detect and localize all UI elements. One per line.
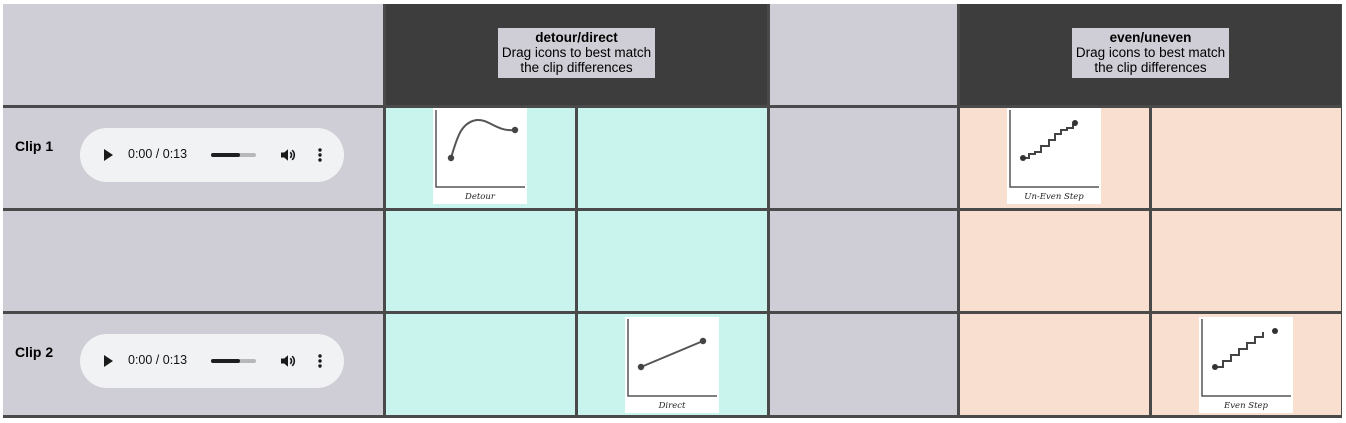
drop-zone-even-clip2-b[interactable]: Even Step: [1152, 314, 1341, 415]
more-options-icon[interactable]: [312, 352, 328, 370]
direct-icon-card[interactable]: Direct: [625, 317, 719, 413]
clip-1-label: Clip 1: [15, 138, 54, 154]
drop-zone-uneven-clip2-a[interactable]: [960, 314, 1149, 415]
header-title: even/uneven: [1109, 29, 1192, 45]
detour-caption: Detour: [465, 192, 495, 202]
clip-matching-grid: detour/direct Drag icons to best match t…: [3, 4, 1342, 418]
uneven-step-icon-card[interactable]: Un-Even Step: [1007, 108, 1101, 204]
uneven-step-caption: Un-Even Step: [1024, 192, 1084, 202]
drop-zone-detour-clip2-a[interactable]: [386, 314, 575, 415]
clip-2-time: 0:00 / 0:13: [128, 353, 188, 367]
spacer-clip1-cell: [770, 108, 957, 208]
even-step-caption: Even Step: [1224, 401, 1268, 411]
drop-zone-uneven-spacer-a[interactable]: [960, 211, 1149, 311]
header-instructions-line2: the clip differences: [1094, 59, 1207, 75]
drop-zone-even-clip1-b[interactable]: [1152, 108, 1341, 208]
spacer-middle-cell: [770, 211, 957, 311]
drop-zone-detour-spacer-a[interactable]: [386, 211, 575, 311]
header-even-uneven: even/uneven Drag icons to best match the…: [960, 4, 1341, 105]
volume-slider[interactable]: [211, 359, 256, 363]
drop-zone-even-spacer-b[interactable]: [1152, 211, 1341, 311]
volume-icon[interactable]: [279, 146, 297, 164]
even-step-graph-icon: [1201, 319, 1291, 397]
clip-2-label: Clip 2: [15, 344, 54, 360]
header-instructions-line1: Drag icons to best match: [501, 44, 652, 60]
header-label-detour-direct: detour/direct Drag icons to best match t…: [497, 27, 656, 78]
direct-graph-icon: [627, 319, 717, 397]
header-title: detour/direct: [535, 29, 618, 45]
spacer-clip2-cell: [770, 314, 957, 415]
clip-2-row-header: Clip 2 0:00 / 0:13: [3, 314, 383, 415]
detour-graph-icon: [435, 110, 525, 188]
header-label-even-uneven: even/uneven Drag icons to best match the…: [1071, 27, 1230, 78]
corner-cell: [3, 4, 383, 105]
detour-icon-card[interactable]: Detour: [433, 108, 527, 204]
clip-1-audio-player[interactable]: 0:00 / 0:13: [80, 128, 344, 182]
more-options-icon[interactable]: [312, 146, 328, 164]
header-instructions-line1: Drag icons to best match: [1075, 44, 1226, 60]
volume-slider[interactable]: [211, 153, 256, 157]
spacer-header-cell: [770, 4, 957, 105]
header-detour-direct: detour/direct Drag icons to best match t…: [386, 4, 767, 105]
drop-zone-direct-clip2-b[interactable]: Direct: [578, 314, 767, 415]
uneven-step-graph-icon: [1009, 110, 1099, 188]
drop-zone-uneven-clip1-a[interactable]: Un-Even Step: [960, 108, 1149, 208]
clip-1-time: 0:00 / 0:13: [128, 147, 188, 161]
direct-caption: Direct: [658, 401, 686, 411]
play-icon[interactable]: [104, 149, 113, 161]
drop-zone-detour-clip1-a[interactable]: Detour: [386, 108, 575, 208]
volume-fill: [211, 153, 241, 157]
volume-icon[interactable]: [279, 352, 297, 370]
play-icon[interactable]: [104, 355, 113, 367]
volume-fill: [211, 359, 241, 363]
even-step-icon-card[interactable]: Even Step: [1199, 317, 1293, 413]
header-instructions-line2: the clip differences: [520, 59, 633, 75]
clip-1-row-header: Clip 1 0:00 / 0:13: [3, 108, 383, 208]
drop-zone-direct-clip1-b[interactable]: [578, 108, 767, 208]
clip-2-audio-player[interactable]: 0:00 / 0:13: [80, 334, 344, 388]
spacer-row-header: [3, 211, 383, 311]
drop-zone-direct-spacer-b[interactable]: [578, 211, 767, 311]
